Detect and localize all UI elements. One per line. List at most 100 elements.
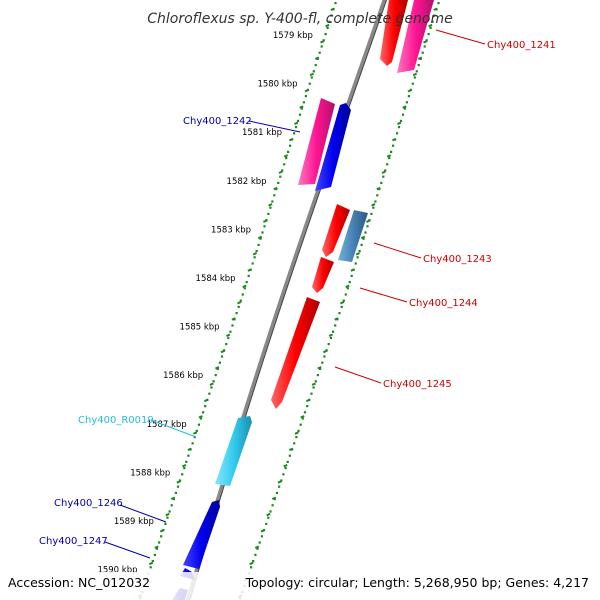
- genome-backbone-shadow: [189, 0, 388, 600]
- gene-label-r0019[interactable]: Chy400_R0019: [78, 415, 154, 426]
- ruler-dot: [310, 392, 313, 395]
- ruler-dot: [281, 169, 284, 172]
- gene-chy400-1242-pseudo[interactable]: [298, 98, 335, 185]
- ruler-dot: [320, 45, 323, 48]
- ruler-tick: [311, 382, 316, 386]
- ruler-dot: [164, 522, 167, 525]
- ruler-tick: [226, 333, 231, 337]
- connector-r0019: [150, 419, 197, 438]
- label-connectors: [104, 29, 486, 559]
- gene-chy400-1241-a[interactable]: [380, 0, 408, 66]
- ruler-tick: [193, 431, 198, 435]
- ruler-tick: [277, 480, 282, 484]
- ruler-dot: [397, 126, 401, 129]
- ruler-dot: [286, 460, 289, 463]
- ruler-tick: [317, 366, 322, 370]
- ruler-dot: [243, 287, 246, 290]
- ruler-dot: [255, 250, 258, 253]
- ruler-dot: [199, 417, 203, 420]
- ruler-dot: [252, 560, 255, 563]
- ruler-dot: [423, 45, 426, 48]
- ruler-dot: [300, 107, 303, 110]
- ruler-tick: [314, 56, 320, 60]
- ruler-dot: [399, 119, 403, 122]
- ruler-tick: [289, 447, 294, 452]
- ruler-dot: [403, 107, 406, 110]
- ruler-tick: [350, 268, 355, 272]
- ruler-dot: [429, 26, 432, 29]
- ruler-dot: [296, 119, 300, 122]
- footer-background: [0, 572, 600, 600]
- ruler-dot: [344, 293, 347, 296]
- ruler-dot: [350, 274, 353, 277]
- gene-label-1242[interactable]: Chy400_1242: [183, 116, 252, 127]
- gene-label-1241[interactable]: Chy400_1241: [487, 40, 556, 51]
- gene-label-1246[interactable]: Chy400_1246: [54, 498, 123, 509]
- gene-label-1243[interactable]: Chy400_1243: [423, 254, 492, 265]
- ruler-dot: [183, 467, 186, 470]
- ruler-dot: [360, 243, 363, 246]
- ruler-tick: [340, 300, 345, 305]
- ruler-tick: [300, 415, 305, 419]
- accession-text: Accession: NC_012032: [8, 575, 150, 590]
- gene-chy400-1242[interactable]: [315, 103, 351, 191]
- ruler-dot: [293, 442, 296, 445]
- ruler-dot: [401, 113, 405, 116]
- ruler-dot: [179, 479, 182, 482]
- ruler-dot: [407, 95, 410, 98]
- ruler-dot: [318, 51, 321, 54]
- gene-features: [172, 0, 434, 600]
- ruler-tick: [334, 317, 339, 321]
- ruler-tick-label: 1583 kbp: [211, 225, 251, 235]
- ruler-dot: [202, 411, 205, 414]
- ruler-dot: [271, 504, 274, 507]
- gene-label-1245[interactable]: Chy400_1245: [383, 379, 452, 390]
- ruler-dot: [323, 355, 326, 358]
- ruler-dot: [260, 535, 263, 538]
- ruler-tick: [176, 480, 181, 484]
- ruler-dot: [427, 33, 430, 36]
- ruler-dot: [338, 312, 341, 315]
- ruler-dot: [261, 231, 264, 234]
- ruler-dot: [321, 361, 324, 364]
- ruler-tick-label: 1590 kbp: [97, 566, 137, 576]
- ruler-tick: [386, 154, 392, 158]
- ruler-dot: [374, 200, 377, 203]
- ruler-dot: [380, 181, 383, 184]
- gene-chy400-r0019[interactable]: [215, 416, 252, 486]
- connector-1242: [248, 120, 301, 133]
- ruler-dot: [267, 212, 270, 215]
- ruler-dot: [413, 76, 416, 79]
- ruler-tick: [159, 529, 165, 533]
- ruler-tick: [412, 72, 417, 77]
- ruler-dot: [237, 305, 240, 308]
- ruler-dot: [354, 262, 357, 265]
- ruler-tick: [371, 203, 376, 207]
- gene-chy400-1245[interactable]: [271, 297, 320, 409]
- gene-label-1244[interactable]: Chy400_1244: [409, 298, 478, 309]
- ruler-dot: [229, 330, 232, 333]
- ruler-dot: [314, 64, 317, 67]
- gene-chy400-1241-b[interactable]: [397, 0, 434, 73]
- gene-chy400-1244[interactable]: [312, 257, 334, 293]
- ruler-dot: [216, 367, 219, 370]
- gene-chy400-1243[interactable]: [338, 210, 368, 262]
- ruler-dot: [332, 330, 335, 333]
- ruler-dot: [197, 423, 200, 426]
- ruler-dot: [288, 454, 291, 457]
- gene-label-1247[interactable]: Chy400_1247: [39, 536, 108, 547]
- ruler-tick: [273, 186, 278, 191]
- ruler-dot: [239, 299, 242, 302]
- ruler-tick: [323, 349, 328, 354]
- ruler-tick: [170, 496, 176, 500]
- ruler-dot: [282, 473, 285, 476]
- ruler-dot: [263, 225, 266, 228]
- ruler-dot: [225, 343, 228, 346]
- ruler-dot: [283, 163, 286, 166]
- gene-chy400-1243-left[interactable]: [322, 204, 350, 257]
- ruler-tick-label: 1584 kbp: [196, 274, 236, 284]
- gene-chy400-1246[interactable]: [183, 500, 220, 569]
- ruler-tick-label: 1587 kbp: [147, 420, 187, 430]
- topology-summary: Topology: circular; Length: 5,268,950 bp…: [245, 575, 589, 590]
- ruler-dot: [326, 26, 329, 29]
